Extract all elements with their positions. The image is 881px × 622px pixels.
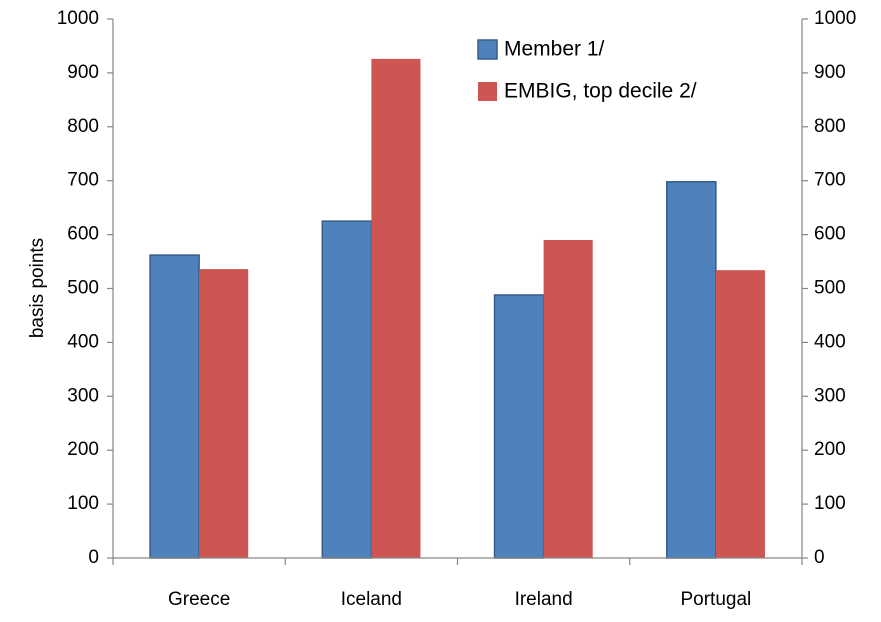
y2-tick-label: 1000 — [814, 8, 856, 29]
y-tick-label: 1000 — [57, 8, 99, 29]
bar — [149, 254, 200, 559]
y-tick-label: 500 — [67, 278, 99, 299]
y2-tick-label: 200 — [814, 439, 846, 460]
y-axis-label: basis points — [27, 238, 48, 338]
bar — [493, 294, 545, 559]
legend-swatch — [478, 82, 497, 101]
y-tick-label: 600 — [67, 224, 99, 245]
y2-tick-label: 0 — [814, 547, 825, 568]
x-tick-label: Greece — [168, 589, 230, 610]
y2-tick-label: 500 — [814, 278, 846, 299]
bar — [543, 239, 593, 559]
y-tick-label: 400 — [67, 331, 99, 352]
y-tick-label: 800 — [67, 116, 99, 137]
y2-tick-label: 700 — [814, 170, 846, 191]
legend-label: EMBIG, top decile 2/ — [504, 80, 697, 103]
y-tick-label: 0 — [88, 547, 99, 568]
x-tick-label: Iceland — [341, 589, 402, 610]
y2-tick-label: 800 — [814, 116, 846, 137]
legend-swatch — [477, 39, 498, 60]
bar — [666, 181, 717, 559]
y2-tick-label: 600 — [814, 224, 846, 245]
y-tick-label: 200 — [67, 439, 99, 460]
bar — [715, 270, 765, 558]
x-tick-label: Ireland — [515, 589, 573, 610]
legend-label: Member 1/ — [504, 38, 605, 61]
y2-tick-label: 900 — [814, 62, 846, 83]
x-tick-label: Portugal — [680, 589, 751, 610]
y-tick-label: 900 — [67, 62, 99, 83]
y-tick-label: 700 — [67, 170, 99, 191]
y2-tick-label: 400 — [814, 331, 846, 352]
y2-tick-label: 100 — [814, 493, 846, 514]
y-tick-label: 100 — [67, 493, 99, 514]
y2-tick-label: 300 — [814, 385, 846, 406]
bar — [199, 269, 249, 558]
y-tick-label: 300 — [67, 385, 99, 406]
bar — [321, 220, 373, 559]
bar — [371, 58, 421, 559]
